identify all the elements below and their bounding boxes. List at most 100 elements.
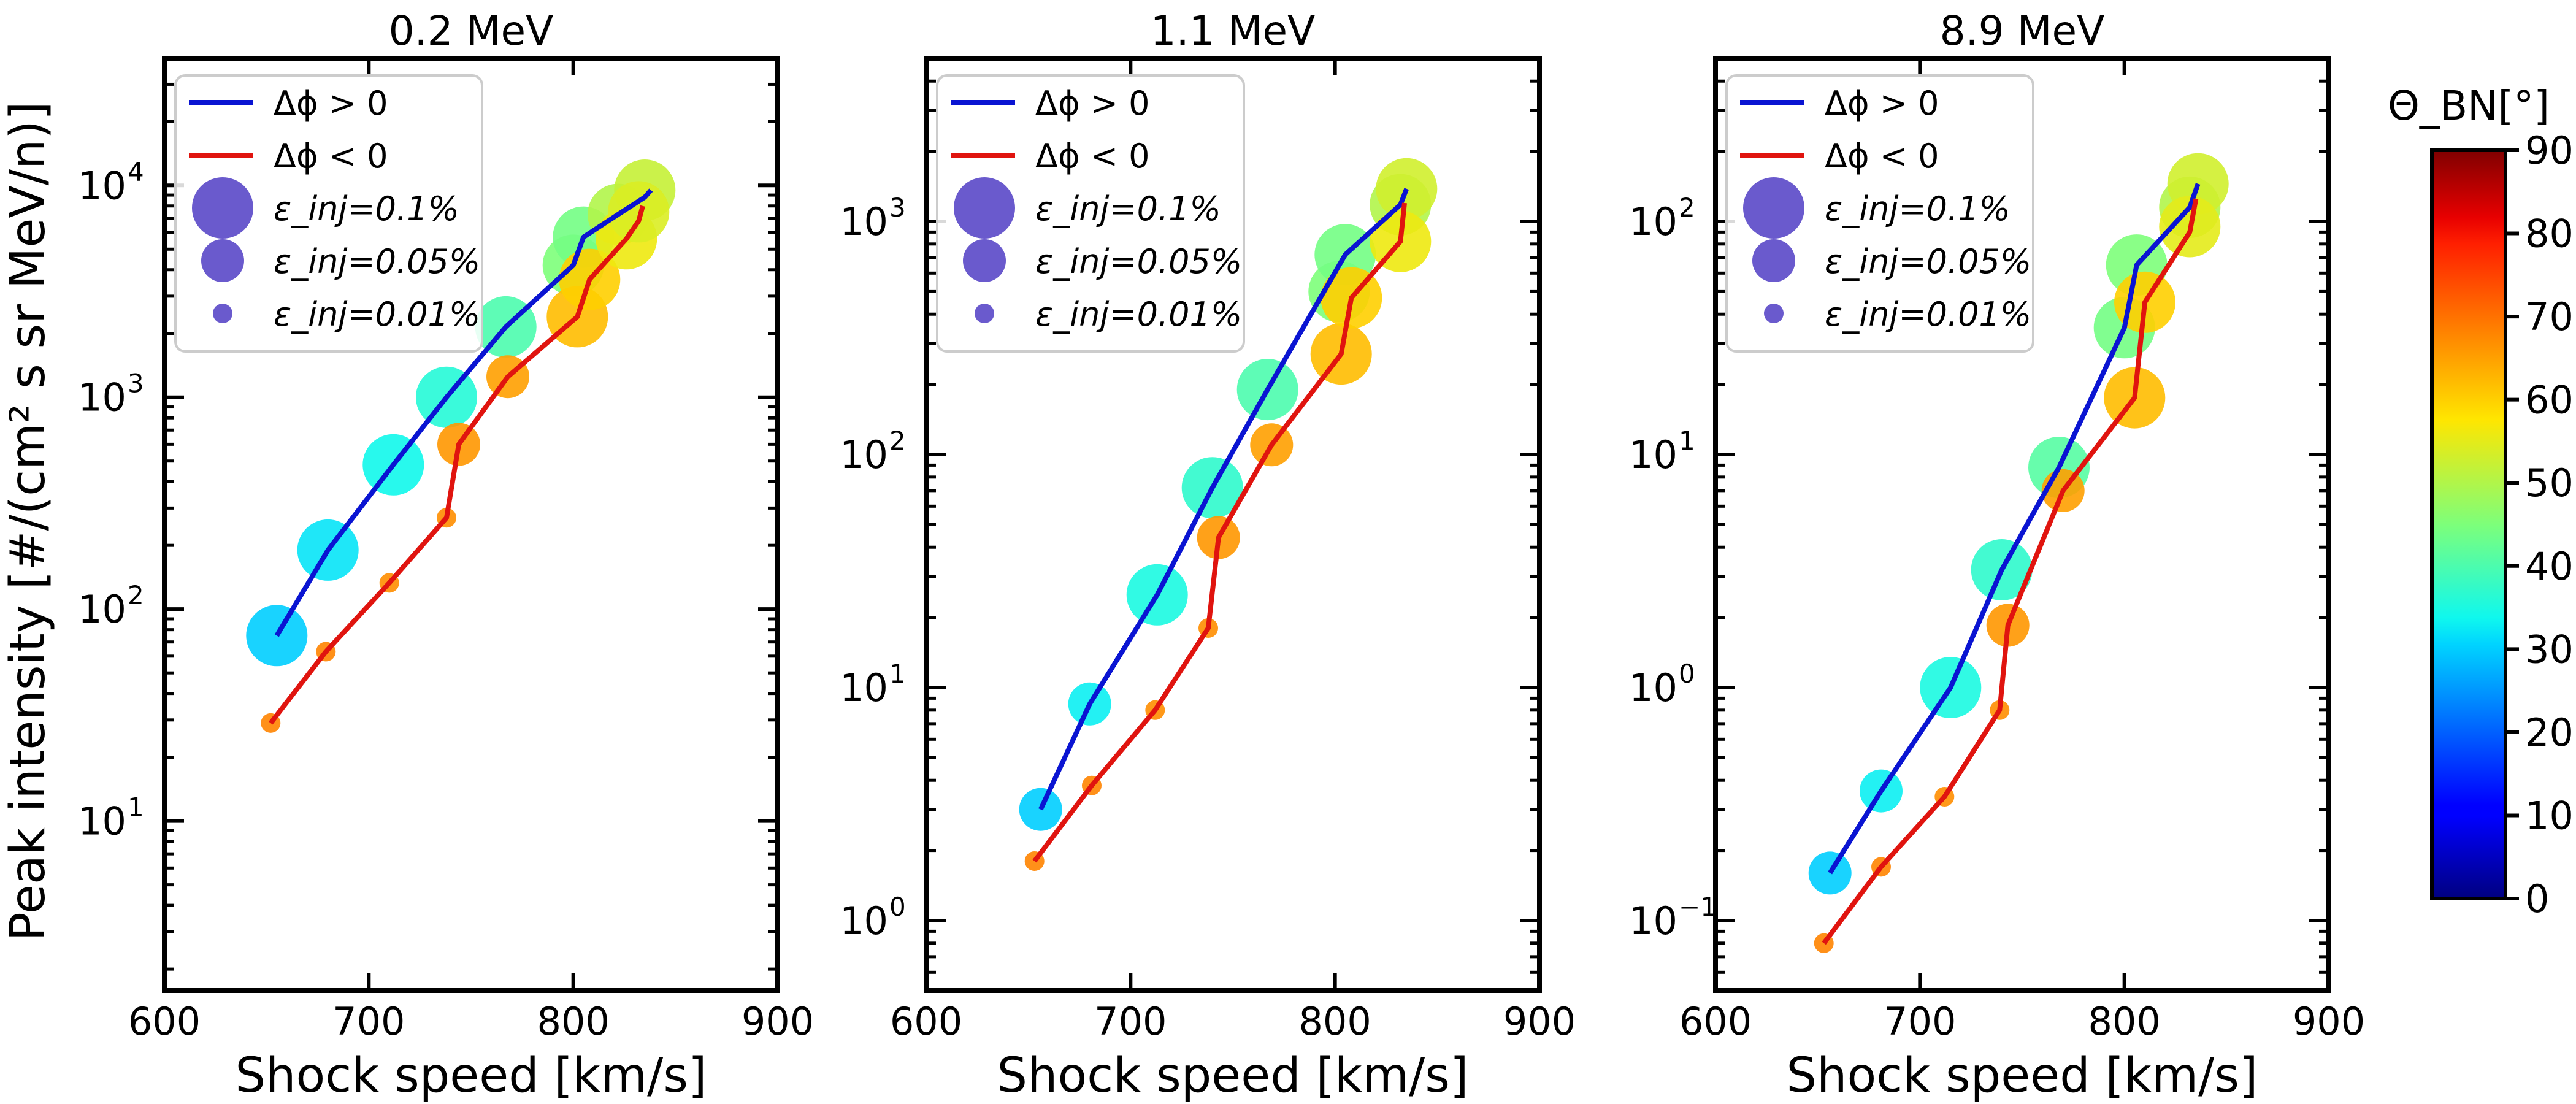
- y-tick-exponent: 2: [1679, 193, 1695, 223]
- legend-frame: [174, 74, 483, 353]
- colorbar-tick-label: 20: [2525, 710, 2574, 755]
- legend-marker-small: [1764, 304, 1784, 323]
- x-tick-label: 900: [742, 999, 814, 1044]
- y-tick-exponent: 2: [128, 580, 144, 610]
- data-point: [1376, 158, 1438, 220]
- series-line-negative: [1822, 198, 2199, 945]
- legend-marker-medium: [1752, 239, 1795, 282]
- y-tick-label: 10: [1629, 199, 1677, 244]
- x-tick-label: 600: [1679, 999, 1752, 1044]
- y-tick-exponent: 4: [128, 156, 144, 186]
- panel-2-title: 1.1 MeV: [1151, 7, 1316, 55]
- colorbar-tick-label: 0: [2525, 876, 2549, 921]
- panel-1-title: 0.2 MeV: [389, 7, 554, 55]
- legend-entry: ε_inj=0.05%: [1825, 242, 2031, 281]
- y-tick-exponent: 3: [128, 369, 144, 399]
- series-line-negative: [269, 205, 645, 725]
- panel-2-frame: [924, 56, 1542, 993]
- colorbar-tick-label: 50: [2525, 461, 2574, 505]
- colorbar-tick-label: 70: [2525, 294, 2574, 339]
- colorbar: Θ_BN[°] 0 10 20 30 40 50 60 70 80 90: [2388, 82, 2574, 921]
- y-tick-exponent: 1: [128, 792, 144, 822]
- legend-entry: Δϕ < 0: [274, 137, 388, 175]
- colorbar-tick-label: 10: [2525, 793, 2574, 838]
- x-tick-label: 900: [1503, 999, 1576, 1044]
- x-tick-label: 700: [1884, 999, 1956, 1044]
- series-line-positive: [1038, 188, 1409, 811]
- x-tick-label: 800: [537, 999, 609, 1044]
- y-tick-exponent: 0: [1679, 659, 1695, 689]
- y-tick-exponent: 0: [889, 892, 906, 922]
- legend-entry: ε_inj=0.01%: [1825, 295, 2031, 334]
- colorbar-label: Θ_BN[°]: [2388, 82, 2550, 129]
- colorbar-tick-label: 60: [2525, 378, 2574, 423]
- x-tick-label: 600: [128, 999, 201, 1044]
- y-tick-label: 10: [1629, 899, 1677, 943]
- y-tick-exponent: 1: [889, 659, 906, 689]
- x-tick-label: 700: [1094, 999, 1167, 1044]
- y-tick-label: 10: [1629, 665, 1677, 710]
- panel-2-x-axis-label: Shock speed [km/s]: [997, 1048, 1469, 1103]
- panel-1-x-axis-label: Shock speed [km/s]: [236, 1048, 707, 1103]
- data-point: [1808, 851, 1852, 895]
- series-line-negative: [1032, 202, 1407, 863]
- legend-entry: Δϕ < 0: [1825, 137, 1939, 175]
- y-tick-exponent: 2: [889, 426, 906, 456]
- colorbar-tick-label: 90: [2525, 128, 2574, 173]
- y-tick-exponent: 3: [889, 193, 906, 223]
- legend-entry: ε_inj=0.1%: [1825, 190, 2011, 228]
- x-tick-label: 800: [1298, 999, 1371, 1044]
- y-tick-label: 10: [78, 163, 126, 208]
- legend-marker-small: [213, 304, 232, 323]
- colorbar-gradient: [2430, 148, 2507, 900]
- y-tick-label: 10: [840, 665, 888, 710]
- x-tick-label: 900: [2293, 999, 2365, 1044]
- x-tick-label: 600: [890, 999, 962, 1044]
- legend-entry: ε_inj=0.05%: [1035, 242, 1242, 281]
- y-tick-label: 10: [78, 799, 126, 844]
- data-point: [1019, 788, 1062, 831]
- colorbar-tick-label: 40: [2525, 544, 2574, 589]
- legend-frame: [1725, 74, 2034, 353]
- legend-marker-large: [954, 177, 1015, 239]
- y-axis-label: Peak intensity [#/(cm² s sr MeV/n)]: [1, 102, 56, 941]
- y-tick-exponent: −1: [1679, 892, 1717, 922]
- panel-3-legend: Δϕ > 0 Δϕ < 0 ε_inj=0.1% ε_inj=0.05% ε_i…: [1725, 74, 2034, 353]
- series-line-positive: [1828, 183, 2201, 875]
- legend-entry: ε_inj=0.1%: [274, 190, 459, 228]
- panel-3-title: 8.9 MeV: [1940, 7, 2105, 55]
- y-tick-exponent: 1: [1679, 426, 1695, 456]
- panel-1-legend: Δϕ > 0 Δϕ < 0 ε_inj=0.1% ε_inj=0.05% ε_i…: [174, 74, 483, 353]
- legend-entry: ε_inj=0.01%: [274, 295, 480, 334]
- y-tick-label: 10: [840, 199, 888, 244]
- legend-marker-medium: [963, 239, 1006, 282]
- legend-entry: ε_inj=0.1%: [1035, 190, 1221, 228]
- legend-entry: ε_inj=0.01%: [1035, 295, 1242, 334]
- panel-3-frame: [1713, 56, 2331, 993]
- y-tick-label: 10: [840, 432, 888, 477]
- legend-entry: Δϕ < 0: [1035, 137, 1150, 175]
- legend-entry: Δϕ > 0: [1035, 84, 1150, 123]
- y-tick-label: 10: [78, 375, 126, 420]
- legend-entry: Δϕ > 0: [1825, 84, 1939, 123]
- y-tick-label: 10: [840, 899, 888, 943]
- x-tick-label: 700: [332, 999, 405, 1044]
- legend-entry: Δϕ > 0: [274, 84, 388, 123]
- legend-marker-large: [1743, 177, 1804, 239]
- y-tick-label: 10: [78, 587, 126, 632]
- legend-marker-small: [975, 304, 994, 323]
- colorbar-tick-label: 30: [2525, 627, 2574, 672]
- data-point: [246, 605, 308, 667]
- panel-1-frame: [162, 56, 780, 993]
- legend-entry: ε_inj=0.05%: [274, 242, 480, 281]
- colorbar-tick-label: 80: [2525, 212, 2574, 256]
- y-tick-label: 10: [1629, 432, 1677, 477]
- panel-2-legend: Δϕ > 0 Δϕ < 0 ε_inj=0.1% ε_inj=0.05% ε_i…: [936, 74, 1245, 353]
- legend-frame: [936, 74, 1245, 353]
- series-line-positive: [274, 188, 653, 637]
- x-tick-label: 800: [2088, 999, 2160, 1044]
